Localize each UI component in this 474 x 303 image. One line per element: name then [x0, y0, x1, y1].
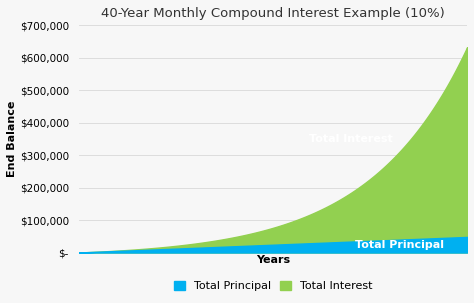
- X-axis label: Years: Years: [256, 255, 290, 265]
- Title: 40-Year Monthly Compound Interest Example (10%): 40-Year Monthly Compound Interest Exampl…: [101, 7, 445, 20]
- Legend: Total Principal, Total Interest: Total Principal, Total Interest: [169, 276, 376, 295]
- Text: Total Interest: Total Interest: [309, 134, 392, 144]
- Text: Total Principal: Total Principal: [355, 240, 444, 250]
- Y-axis label: End Balance: End Balance: [7, 101, 17, 177]
